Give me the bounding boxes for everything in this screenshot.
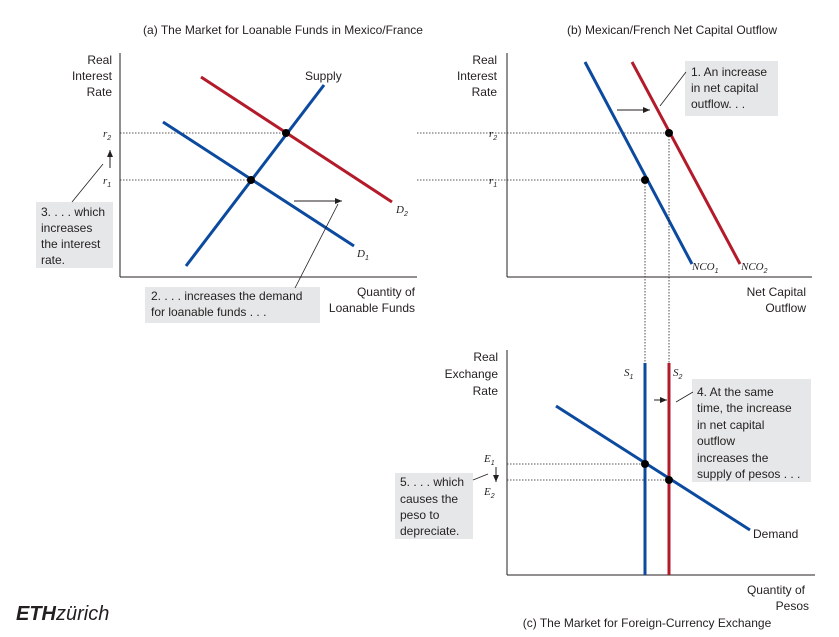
panel-c-callout-5-line3: peso to xyxy=(400,508,440,522)
panel-c-point-2 xyxy=(665,476,673,484)
logo-text: ETHzürich xyxy=(16,603,109,625)
panel-c-callout-4-line2: time, the increase xyxy=(697,401,792,415)
panel-a-callout-3-line1: 3. . . . which xyxy=(41,205,105,219)
panel-a-callout-2-box xyxy=(145,287,320,323)
panel-b-r1-label: r1 xyxy=(489,175,497,189)
panel-c: Real Exchange Rate Quantity of Pesos (c)… xyxy=(395,350,815,630)
panel-c-callout-5-line2: causes the xyxy=(400,492,458,506)
panel-b-nco2-curve xyxy=(630,61,742,265)
panel-b-r2-label: r2 xyxy=(489,128,497,142)
panel-a-callout-2-line1: 2. . . . increases the demand xyxy=(151,289,302,303)
panel-c-e2-label: E2 xyxy=(483,486,495,500)
panel-b-nco1-label: NCO1 xyxy=(691,261,719,275)
panel-c-xlabel-2: Pesos xyxy=(776,599,809,613)
panel-a-ylabel-2: Interest xyxy=(72,69,113,83)
panel-c-s1-label: S1 xyxy=(624,367,634,381)
panel-c-ylabel-2: Exchange xyxy=(445,367,499,381)
panel-c-s2-label: S2 xyxy=(673,367,683,381)
panel-b-callout-1-leader xyxy=(659,71,687,107)
panel-b-ylabel-2: Interest xyxy=(457,69,498,83)
panel-a-ylabel-1: Real xyxy=(87,53,112,67)
panel-a: (a) The Market for Loanable Funds in Mex… xyxy=(36,23,423,323)
panel-b-ylabel-1: Real xyxy=(472,53,497,67)
panel-c-callout-4-line6: supply of pesos . . . xyxy=(697,467,800,481)
panel-a-callout-3-box xyxy=(36,202,113,268)
panel-c-title: (c) The Market for Foreign-Currency Exch… xyxy=(523,616,772,630)
panel-c-point-1 xyxy=(641,460,649,468)
panel-a-callout-2-leader xyxy=(294,203,339,289)
panel-b-xlabel-1: Net Capital xyxy=(747,285,806,299)
panel-a-ylabel-3: Rate xyxy=(87,85,113,99)
panel-b-callout-1-line1: 1. An increase xyxy=(691,65,767,79)
panel-b-callout-1-box xyxy=(685,61,778,116)
panel-b-title: (b) Mexican/French Net Capital Outflow xyxy=(567,23,777,37)
panel-a-r1-label: r1 xyxy=(103,175,111,189)
panel-a-callout-3-line4: rate. xyxy=(41,253,65,267)
panel-c-callout-4-box xyxy=(692,379,811,482)
panel-c-callout-5-line4: depreciate. xyxy=(400,524,459,538)
panel-b-nco1-curve xyxy=(583,61,694,265)
panel-b-xlabel-2: Outflow xyxy=(765,301,806,315)
panel-a-callout-2-line2: for loanable funds . . . xyxy=(151,305,266,319)
panel-c-callout-4-line1: 4. At the same xyxy=(697,385,774,399)
panel-a-d1-label: D1 xyxy=(356,248,369,262)
panel-b-callout-1-line3: outflow. . . xyxy=(691,97,745,111)
panel-a-xlabel-2: Loanable Funds xyxy=(329,301,415,315)
eth-zurich-logo: ETHzürich xyxy=(16,603,109,625)
panel-c-xlabel-1: Quantity of xyxy=(747,583,806,597)
panel-a-callout-3-leader xyxy=(71,163,104,203)
panel-a-equilibrium-1 xyxy=(247,176,255,184)
panel-c-e1-label: E1 xyxy=(483,453,495,467)
panel-c-callout-4-line4: outflow xyxy=(697,434,735,448)
panel-c-callout-5-line1: 5. . . . which xyxy=(400,475,464,489)
panel-c-demand-label: Demand xyxy=(753,527,798,541)
panel-c-demand-curve xyxy=(555,404,751,532)
panel-a-callout-3-line2: increases xyxy=(41,221,92,235)
panel-a-demand-d2-curve xyxy=(200,75,393,204)
panel-c-callout-4-line5: increases the xyxy=(697,451,769,465)
panel-a-title: (a) The Market for Loanable Funds in Mex… xyxy=(143,23,423,37)
panel-a-supply-curve xyxy=(184,84,326,267)
panel-c-callout-4-line3: in net capital xyxy=(697,418,764,432)
panel-c-callout-5-box xyxy=(395,473,473,539)
panel-a-equilibrium-2 xyxy=(282,129,290,137)
panel-b-callout-1-line2: in net capital xyxy=(691,81,758,95)
panel-a-callout-3-line3: the interest xyxy=(41,237,101,251)
panel-c-callout-4-leader xyxy=(675,391,694,403)
panel-c-ylabel-3: Rate xyxy=(473,384,499,398)
panel-b: (b) Mexican/French Net Capital Outflow R… xyxy=(417,23,812,315)
panel-a-demand-d1-curve xyxy=(162,120,355,248)
panel-b-nco2-label: NCO2 xyxy=(740,261,768,275)
panel-a-supply-label: Supply xyxy=(305,69,342,83)
panel-a-xlabel-1: Quantity of xyxy=(357,285,416,299)
panel-c-callout-5-leader xyxy=(472,473,489,481)
panel-c-ylabel-1: Real xyxy=(473,350,498,364)
panel-a-r2-label: r2 xyxy=(103,128,111,142)
panel-a-d2-label: D2 xyxy=(395,204,408,218)
panel-b-ylabel-3: Rate xyxy=(472,85,498,99)
